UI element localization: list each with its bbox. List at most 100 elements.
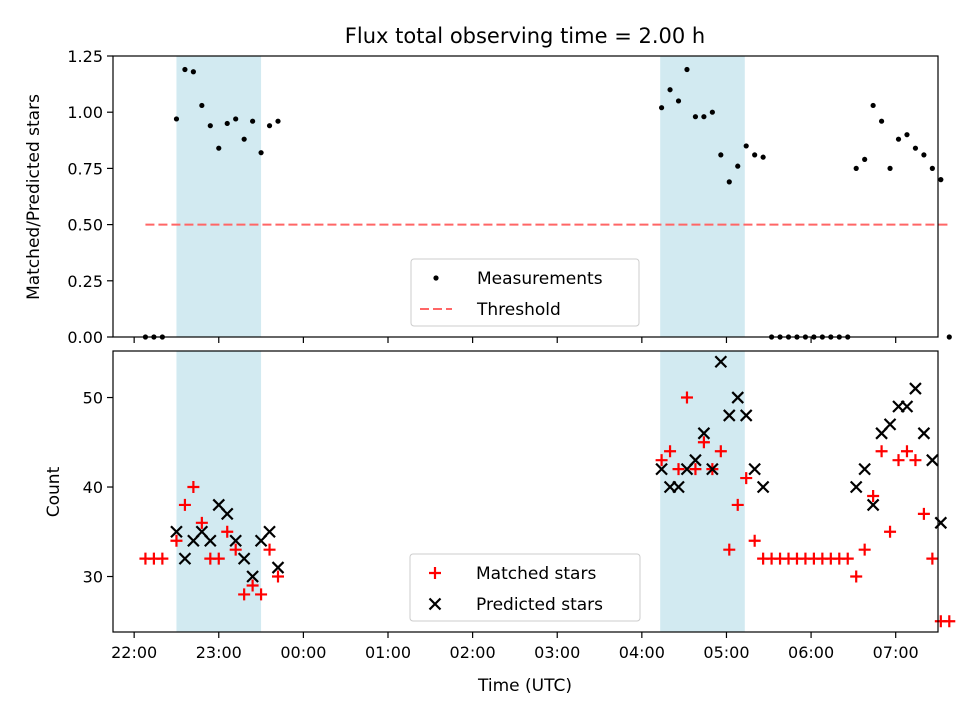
predicted-star-point [714, 355, 728, 369]
x-tick-label: 03:00 [534, 643, 580, 662]
top-plot-marks [142, 66, 952, 340]
predicted-star-point [246, 570, 259, 583]
predicted-star-point [655, 462, 668, 476]
measurement-point [938, 177, 944, 183]
measurement-point [216, 145, 222, 151]
top-y-tick-label: 1.25 [67, 47, 103, 66]
predicted-star-point [731, 391, 745, 404]
top-axes-frame [112, 55, 939, 338]
predicted-star-point [756, 480, 770, 494]
x-tick-label: 04:00 [619, 643, 665, 662]
matched-star-point [672, 463, 685, 476]
predicted-star-point [689, 453, 702, 467]
measurement-point [912, 145, 919, 151]
measurement-point [904, 132, 910, 138]
matched-star-point [748, 534, 761, 547]
top-y-tick-label: 0.00 [67, 328, 103, 347]
measurement-point [853, 165, 859, 171]
legend-label: Threshold [476, 300, 561, 320]
predicted-star-point [849, 480, 863, 494]
top-shaded-intervals [176, 56, 745, 337]
x-tick-label: 05:00 [703, 643, 749, 662]
predicted-star-point [263, 525, 276, 539]
matched-star-point [892, 454, 905, 467]
measurement-point [258, 150, 264, 156]
bottom-y-tick-label: 40 [83, 478, 103, 497]
bottom-shaded-band [176, 351, 262, 632]
measurement-point [718, 152, 724, 158]
bottom-y-axis-label: Count [44, 466, 64, 517]
legend-predicted-marker [428, 597, 442, 611]
measurement-point [250, 118, 256, 124]
axis-ticks: 0.00 0.25 0.50 0.75 1.00 1.25 30 40 50 22:00 23:00… [67, 47, 918, 662]
measurement-point [241, 136, 247, 142]
measurement-point [675, 98, 682, 104]
predicted-star-point [170, 525, 183, 539]
measurement-point [752, 152, 758, 158]
predicted-star-point [900, 400, 914, 413]
matched-star-point [740, 472, 753, 485]
legends: Measurements Threshold Matched stars Predic… [409, 258, 641, 622]
top-shaded-band [176, 56, 262, 337]
matched-star-point [909, 454, 922, 467]
measurement-point [735, 163, 741, 169]
x-tick-label: 00:00 [280, 643, 326, 662]
matched-star-point [680, 391, 693, 404]
predicted-star-point [237, 552, 251, 565]
matched-star-point [714, 445, 727, 458]
matched-star-point [731, 498, 744, 511]
bottom-y-tick-label: 50 [83, 389, 103, 408]
matched-star-point [255, 588, 268, 601]
predicted-star-point [926, 453, 939, 467]
top-legend: Measurements Threshold [410, 258, 640, 327]
predicted-star-point [672, 480, 685, 494]
measurement-point [224, 120, 230, 127]
legend-label: Measurements [477, 269, 603, 289]
measurement-point [207, 123, 213, 129]
matched-star-point [884, 525, 897, 538]
measurement-point [173, 116, 180, 122]
predicted-star-point [697, 427, 711, 440]
measurement-point [760, 154, 766, 160]
measurement-point [946, 334, 952, 340]
matched-star-point [238, 588, 251, 601]
matched-star-point [664, 445, 677, 458]
measurement-point [887, 165, 893, 171]
measurement-point [726, 179, 732, 185]
measurement-point [190, 69, 196, 75]
matched-star-point [212, 552, 225, 565]
measurement-point [667, 87, 673, 93]
measurement-point [743, 143, 749, 149]
x-tick-label: 02:00 [450, 643, 496, 662]
measurement-point [692, 114, 699, 120]
matched-star-point [697, 436, 710, 449]
matched-star-point [858, 543, 871, 556]
bottom-legend: Matched stars Predicted stars [409, 553, 641, 622]
matched-star-point [156, 552, 169, 565]
matched-star-point [170, 534, 183, 547]
matched-star-point [187, 481, 200, 494]
legend-label: Predicted stars [476, 595, 603, 615]
matched-star-point [178, 498, 191, 511]
measurement-point [878, 118, 885, 124]
matched-star-point [900, 445, 913, 458]
measurement-point [658, 105, 665, 111]
measurement-point [921, 152, 927, 158]
measurement-point [701, 114, 707, 120]
predicted-star-point [178, 552, 192, 565]
predicted-star-point [866, 498, 880, 512]
matched-star-point [272, 570, 284, 583]
x-tick-label: 23:00 [196, 643, 242, 662]
measurement-point [929, 165, 935, 171]
matched-star-point [221, 525, 234, 538]
predicted-star-point [909, 382, 922, 395]
legend-measurement-marker [433, 275, 439, 281]
measurement-point [709, 109, 715, 115]
top-y-tick-label: 0.75 [67, 159, 103, 178]
predicted-star-point [229, 534, 242, 547]
matched-star-point [246, 579, 259, 592]
top-legend-frame [410, 258, 640, 327]
legend-matched-marker [429, 567, 441, 579]
top-y-tick-label: 0.25 [67, 272, 103, 291]
